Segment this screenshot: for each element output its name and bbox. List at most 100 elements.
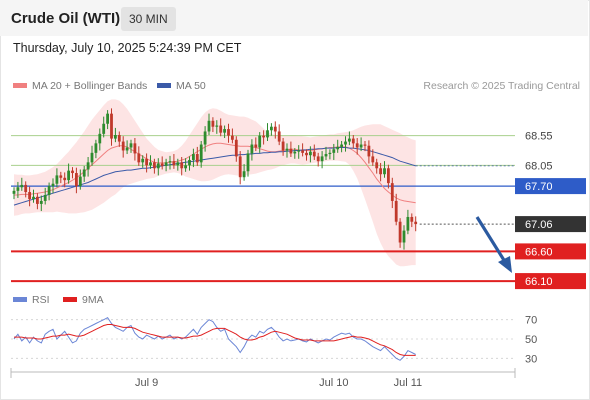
- ma50-swatch: [157, 82, 171, 88]
- candle-body: [371, 156, 375, 163]
- candle-body: [320, 156, 324, 162]
- price-level-tag-support: [515, 243, 586, 260]
- candle-body: [199, 144, 203, 163]
- candle-body: [289, 148, 293, 154]
- candle-body: [82, 169, 86, 177]
- candle-body: [195, 154, 199, 163]
- candle-body: [114, 135, 117, 139]
- candle-body: [379, 168, 382, 175]
- candle-body: [39, 200, 43, 204]
- candle-body: [67, 170, 70, 181]
- legend-ma20: MA 20 + Bollinger Bands: [13, 80, 147, 92]
- legend-rsi-ma: 9MA: [63, 294, 104, 306]
- timeframe-button[interactable]: 30 MIN: [121, 7, 176, 31]
- candle-body: [55, 175, 59, 184]
- candle-body: [262, 135, 265, 138]
- candle-body: [24, 184, 28, 193]
- ma20-label: MA 20 + Bollinger Bands: [32, 80, 148, 92]
- candle-body: [75, 173, 78, 187]
- candle-body: [340, 144, 343, 147]
- candle-body: [63, 177, 67, 181]
- candle-body: [367, 145, 371, 157]
- candle-body: [309, 151, 312, 156]
- candle-body: [293, 151, 297, 154]
- candle-body: [153, 162, 156, 169]
- candle-body: [36, 196, 39, 204]
- candle-body: [106, 113, 109, 124]
- candle-body: [192, 154, 195, 160]
- candle-body: [363, 144, 367, 146]
- candle-body: [86, 162, 90, 170]
- rsi-swatch: [13, 296, 27, 302]
- candle-body: [12, 190, 16, 194]
- candle-body: [266, 130, 269, 138]
- candle-body: [410, 216, 414, 222]
- candle-body: [32, 196, 35, 200]
- candle-body: [273, 126, 277, 132]
- candle-body: [71, 170, 74, 174]
- candle-body: [238, 156, 242, 178]
- candle-body: [234, 139, 238, 157]
- candle-body: [176, 162, 180, 166]
- candle-body: [250, 144, 254, 154]
- candle-body: [51, 183, 55, 187]
- candle-body: [125, 147, 129, 151]
- chart-datetime: Thursday, July 10, 2025 5:24:39 PM CET: [13, 41, 242, 55]
- price-level-tag-pivot: [515, 178, 586, 195]
- forecast-arrow-shaft: [475, 216, 509, 266]
- x-axis-tick-label: Jul 11: [394, 377, 423, 389]
- price-level-tag-support: [515, 273, 586, 290]
- ma20-swatch: [13, 82, 27, 88]
- candle-body: [110, 113, 113, 139]
- candle-body: [359, 144, 363, 148]
- candle-body: [117, 135, 121, 142]
- candle-body: [133, 143, 137, 154]
- candle-body: [28, 192, 31, 200]
- bollinger-bands: [14, 99, 416, 267]
- candle-body: [301, 150, 304, 153]
- credit-text: Research © 2025 Trading Central: [423, 80, 580, 92]
- candle-body: [414, 221, 418, 225]
- candle-body: [129, 143, 133, 148]
- candle-body: [297, 150, 301, 152]
- instrument-title: Crude Oil (WTI): [11, 10, 121, 27]
- price-level-label-pivot: 67.70: [525, 181, 553, 193]
- x-axis-tick-label: Jul 10: [319, 377, 348, 389]
- candle-body: [43, 195, 47, 201]
- candle-body: [305, 152, 308, 156]
- candle-body: [219, 125, 223, 133]
- candle-body: [281, 141, 285, 151]
- candle-body: [394, 200, 398, 222]
- candle-body: [78, 176, 82, 187]
- candle-body: [312, 151, 316, 157]
- candle-body: [242, 171, 246, 178]
- candle-body: [324, 154, 328, 157]
- rsi-ma-swatch: [63, 296, 77, 302]
- candle-body: [47, 186, 51, 195]
- price-level-label-current: 67.06: [525, 219, 553, 231]
- legend-rsi: RSI: [13, 294, 50, 306]
- candle-body: [164, 162, 168, 166]
- candle-body: [246, 153, 250, 172]
- price-level-label-resistance: 68.05: [525, 160, 553, 172]
- chart-header: Crude Oil (WTI) 30 MIN: [0, 0, 588, 36]
- candle-body: [98, 133, 102, 144]
- candle-body: [172, 161, 176, 166]
- candle-body: [375, 162, 379, 169]
- rsi-ma-line: [14, 324, 416, 356]
- price-level-label-support: 66.60: [525, 246, 553, 258]
- candle-body: [254, 144, 258, 148]
- candle-body: [258, 135, 262, 148]
- candle-body: [188, 159, 191, 166]
- candle-body: [215, 125, 219, 127]
- candle-body: [285, 148, 289, 151]
- price-level-label-support: 66.10: [525, 276, 553, 288]
- candle-body: [156, 163, 160, 169]
- forecast-arrow-head: [498, 256, 512, 273]
- candle-body: [328, 152, 332, 155]
- candle-body: [149, 162, 152, 166]
- candle-body: [390, 183, 394, 201]
- price-level-tag-current: [515, 216, 586, 233]
- candle-body: [402, 230, 406, 243]
